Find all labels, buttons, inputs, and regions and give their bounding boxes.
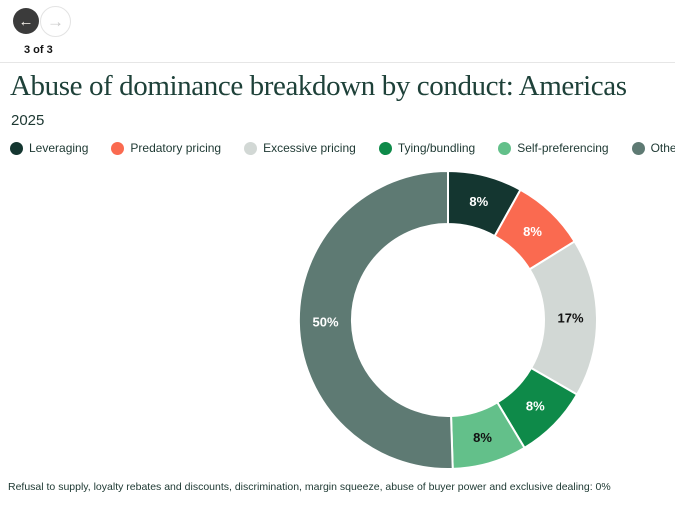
segment-value-label: 8% — [473, 430, 492, 445]
legend-label: Tying/bundling — [397, 141, 476, 155]
legend-swatch-icon — [111, 141, 125, 155]
legend-swatch-icon — [631, 141, 645, 155]
segment-value-label: 8% — [523, 224, 542, 239]
next-chart-button[interactable]: → — [40, 6, 71, 37]
legend-item: Excessive pricing — [244, 141, 356, 155]
legend-label: Excessive pricing — [263, 141, 356, 155]
legend-item: Tying/bundling — [378, 141, 476, 155]
page-indicator: 3 of 3 — [24, 44, 53, 56]
segment-value-label: 50% — [312, 314, 338, 329]
legend-swatch-icon — [10, 141, 23, 155]
legend-label: Self-preferencing — [517, 141, 609, 155]
arrow-left-icon: ← — [18, 12, 34, 30]
donut-segment[interactable] — [297, 170, 454, 470]
divider — [0, 62, 675, 63]
chart-pager: ← → 3 of 3 — [0, 0, 675, 63]
legend-label: Predatory pricing — [130, 141, 222, 155]
legend-label: Other — [650, 141, 675, 155]
arrow-right-icon: → — [47, 12, 64, 31]
legend-swatch-icon — [378, 141, 392, 155]
legend-swatch-icon — [498, 141, 512, 155]
legend-label: Leveraging — [29, 141, 89, 155]
page-title: Abuse of dominance breakdown by conduct:… — [10, 70, 627, 102]
legend-item: Predatory pricing — [111, 141, 221, 155]
chart-subtitle-year: 2025 — [11, 112, 45, 129]
legend-item: Leveraging — [10, 141, 88, 155]
segment-value-label: 8% — [526, 398, 545, 413]
previous-chart-button[interactable]: ← — [13, 8, 39, 34]
legend-item: Other — [631, 141, 675, 155]
chart-footnote: Refusal to supply, loyalty rebates and d… — [8, 481, 611, 493]
segment-value-label: 8% — [469, 194, 488, 209]
legend: Leveraging Predatory pricing Excessive pri… — [10, 141, 675, 155]
legend-item: Self-preferencing — [498, 141, 609, 155]
legend-swatch-icon — [244, 141, 258, 155]
segment-value-label: 17% — [557, 311, 583, 326]
